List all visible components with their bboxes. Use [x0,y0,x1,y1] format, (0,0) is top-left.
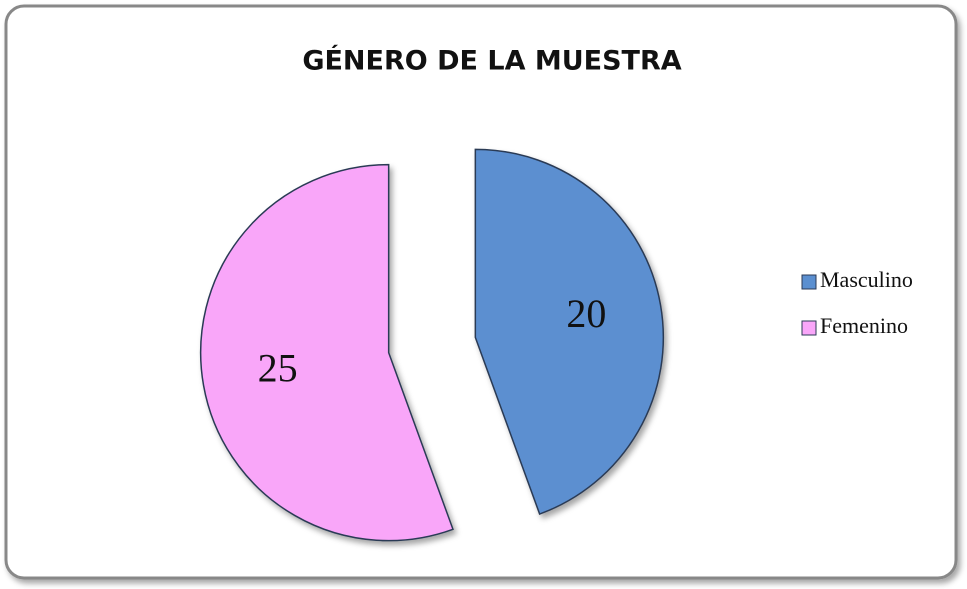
legend-label: Femenino [820,313,908,338]
legend-swatch [801,320,817,336]
legend-label: Masculino [820,267,913,292]
pie-slice [199,163,454,542]
data-label: 25 [258,345,298,390]
chart-title: GÉNERO DE LA MUESTRA [302,45,681,77]
data-label: 20 [566,291,606,336]
pie-slice [474,148,665,515]
legend-swatch [801,274,817,290]
